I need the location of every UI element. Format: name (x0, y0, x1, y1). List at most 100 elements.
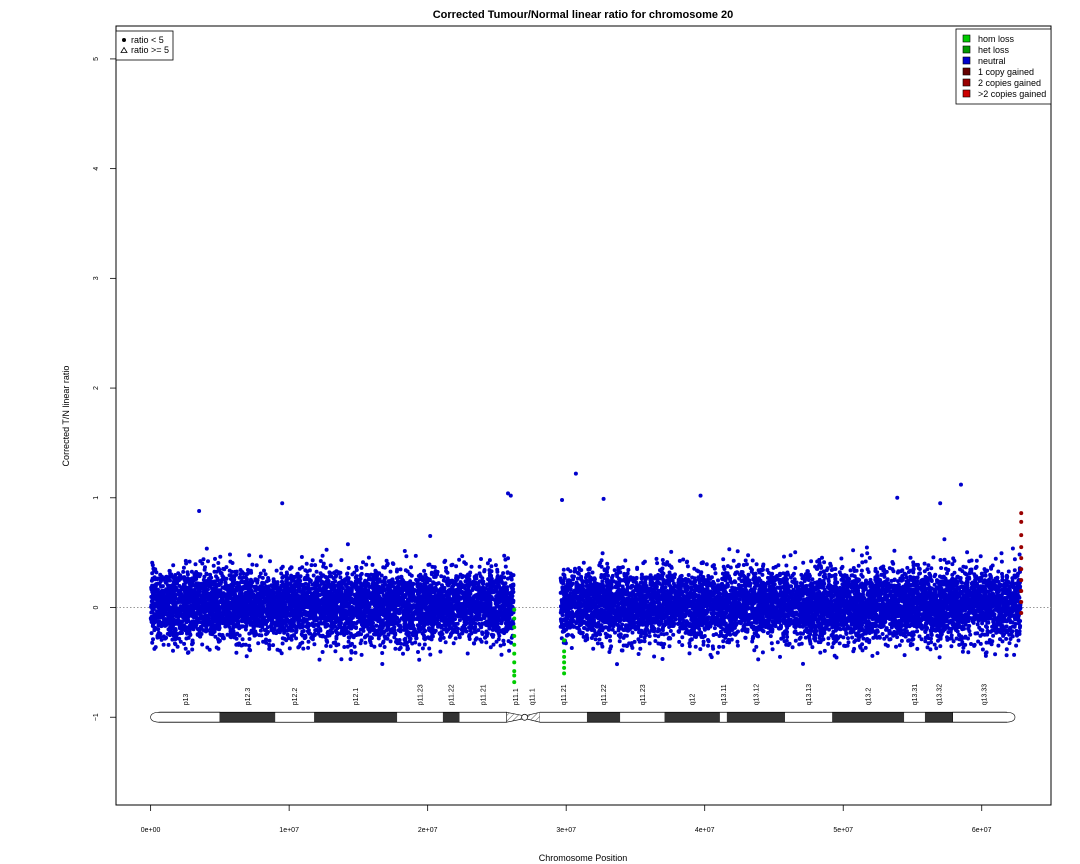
data-point (302, 636, 307, 641)
data-point (267, 638, 272, 643)
data-point (349, 649, 354, 653)
data-point (477, 571, 482, 576)
data-point (230, 561, 235, 565)
data-point (366, 577, 371, 582)
data-point (300, 640, 305, 645)
data-point (450, 578, 455, 583)
data-point (476, 628, 481, 633)
data-point (502, 553, 507, 558)
data-point (507, 621, 512, 626)
data-point (435, 617, 440, 622)
data-point (489, 564, 494, 569)
data-point (354, 633, 359, 637)
data-point (184, 636, 189, 641)
data-point (338, 570, 343, 575)
data-point (507, 648, 512, 653)
data-point (389, 578, 394, 583)
data-point (363, 605, 368, 610)
data-point (372, 644, 377, 649)
data-point (240, 637, 245, 642)
data-point (377, 625, 382, 630)
data-point (233, 632, 238, 637)
data-point (298, 578, 303, 583)
data-point (489, 632, 494, 637)
data-point (171, 648, 175, 653)
data-point (454, 564, 459, 569)
chart-title: Corrected Tumour/Normal linear ratio for… (433, 9, 734, 21)
y-tick-label: 0 (93, 605, 100, 609)
data-point (427, 628, 432, 633)
data-point (181, 569, 186, 574)
data-point (396, 597, 401, 602)
data-point (190, 642, 194, 647)
data-point (160, 590, 165, 595)
data-point (405, 644, 410, 649)
data-point (507, 615, 512, 620)
y-tick-label: 3 (93, 276, 100, 280)
data-point (280, 636, 285, 641)
data-point (341, 625, 346, 630)
data-point (256, 641, 261, 646)
x-tick-label: 3e+07 (556, 827, 576, 834)
data-point (263, 627, 268, 632)
data-point (501, 571, 506, 576)
data-point (333, 640, 338, 645)
data-point (418, 582, 423, 587)
data-point (151, 637, 155, 642)
data-point (456, 575, 461, 580)
data-point (449, 609, 454, 613)
x-axis-label: Chromosome Position (539, 853, 628, 863)
data-point (196, 591, 201, 596)
data-point (420, 646, 425, 651)
data-point (216, 583, 221, 588)
data-point (334, 634, 339, 639)
x-tick-label: 2e+07 (418, 827, 438, 834)
data-point (216, 566, 221, 571)
data-point (345, 585, 349, 590)
data-point (348, 657, 353, 662)
data-point (250, 562, 255, 567)
data-point (465, 651, 470, 656)
data-point (149, 585, 154, 590)
data-point (438, 649, 443, 654)
data-point (463, 561, 468, 566)
data-point (447, 596, 452, 601)
data-point (182, 641, 187, 646)
data-point (178, 631, 183, 636)
data-point (176, 571, 181, 576)
data-point (422, 568, 427, 573)
data-point (463, 574, 468, 579)
data-point (311, 573, 316, 578)
data-point (264, 637, 268, 642)
data-point (510, 587, 515, 592)
data-point (363, 640, 368, 645)
data-point (439, 618, 444, 623)
data-point (369, 623, 374, 628)
data-point (410, 612, 415, 617)
data-point (301, 646, 306, 651)
data-point (408, 579, 413, 584)
data-point (262, 568, 266, 573)
data-point (499, 652, 504, 657)
data-point (243, 642, 248, 647)
data-point (422, 633, 426, 638)
data-point (348, 592, 353, 597)
data-point (420, 575, 425, 580)
data-point (193, 562, 198, 567)
data-point (453, 636, 458, 641)
data-point (430, 564, 435, 569)
data-point (503, 581, 508, 586)
data-point (394, 639, 398, 644)
data-point (469, 564, 474, 569)
data-point (359, 571, 364, 576)
data-point (274, 568, 279, 573)
data-point (326, 582, 331, 587)
data-point (299, 555, 304, 559)
data-point (327, 570, 332, 575)
data-point (309, 635, 314, 640)
data-point (359, 638, 364, 643)
data-point (285, 632, 290, 637)
data-point (150, 560, 155, 565)
data-point (415, 579, 420, 584)
